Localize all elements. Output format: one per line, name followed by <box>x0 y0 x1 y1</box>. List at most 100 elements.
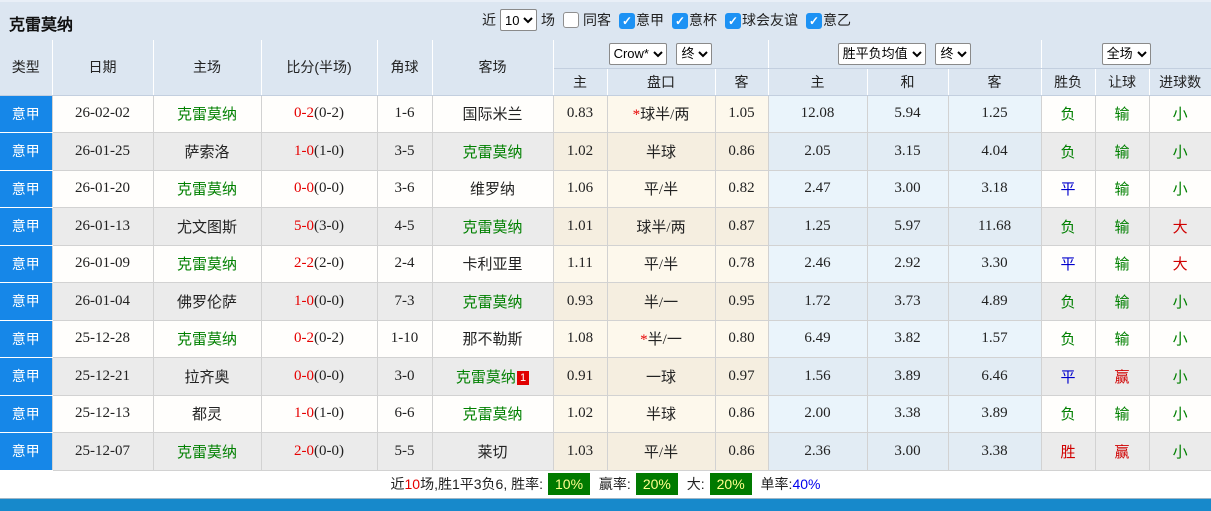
avg-time-select[interactable]: 终 <box>935 42 972 65</box>
cell-score: 2-0(0-0) <box>260 432 378 471</box>
col-home: 主场 <box>153 40 262 96</box>
cell-odds-home: 1.06 <box>552 169 608 208</box>
cell-away-team: 克雷莫纳 1 <box>431 357 554 396</box>
league-checkbox[interactable]: ✓ <box>806 13 822 30</box>
match-row: 意甲 25-12-13 都灵 1-0(1-0) 6-6 克雷莫纳 1.02 半球 0.86 2.0… <box>0 394 1211 433</box>
cell-odds-away: 0.80 <box>714 319 769 358</box>
same-away-checkbox[interactable] <box>563 12 579 28</box>
league-checkbox[interactable]: ✓ <box>672 13 688 30</box>
cell-result: 平 <box>1040 169 1096 208</box>
match-row: 意甲 26-01-09 克雷莫纳 2-2(2-0) 2-4 卡利亚里 1.11 平/半 0.78… <box>0 244 1211 283</box>
cell-away-team: 卡利亚里 <box>431 244 554 283</box>
cell-avg-draw: 2.92 <box>866 244 949 283</box>
league-label: 球会友谊 <box>742 12 798 28</box>
cell-date: 26-02-02 <box>51 94 154 133</box>
cell-odds-away: 0.86 <box>714 432 769 471</box>
cell-away-team: 克雷莫纳 <box>431 132 554 171</box>
cell-avg-away: 3.30 <box>947 244 1042 283</box>
cell-odds-home: 1.01 <box>552 207 608 246</box>
cell-avg-home: 1.72 <box>767 282 868 321</box>
near-label: 近 <box>482 12 496 28</box>
cell-avg-home: 2.05 <box>767 132 868 171</box>
cell-away-team: 国际米兰 <box>431 94 554 133</box>
match-row: 意甲 26-01-04 佛罗伦萨 1-0(0-0) 7-3 克雷莫纳 0.93 半/一 0.95… <box>0 282 1211 321</box>
odds-source-select[interactable]: Crow* <box>608 42 667 65</box>
cell-avg-draw: 3.73 <box>866 282 949 321</box>
cell-result: 负 <box>1040 132 1096 171</box>
subcol-avg-home: 主 <box>768 68 868 96</box>
cell-odds-home: 1.03 <box>552 432 608 471</box>
cell-league: 意甲 <box>0 394 53 433</box>
league-label: 意甲 <box>636 12 664 28</box>
cell-corners: 1-10 <box>376 319 433 358</box>
cell-avg-draw: 3.82 <box>866 319 949 358</box>
avg-type-select[interactable]: 胜平负均值 <box>837 42 926 65</box>
cell-league: 意甲 <box>0 169 53 208</box>
cell-score: 0-0(0-0) <box>260 357 378 396</box>
cell-odds-away: 0.82 <box>714 169 769 208</box>
cell-home-team: 萨索洛 <box>152 132 262 171</box>
cell-result: 胜 <box>1040 432 1096 471</box>
cell-avg-away: 6.46 <box>947 357 1042 396</box>
cell-avg-home: 1.56 <box>767 357 868 396</box>
league-filters: ✓ 意甲 ✓ 意杯 ✓ 球会友谊 ✓ 意乙 <box>611 10 851 30</box>
cell-handicap: *球半/两 <box>606 94 716 133</box>
league-checkbox[interactable]: ✓ <box>619 13 635 30</box>
cell-odds-away: 1.05 <box>714 94 769 133</box>
col-away: 客场 <box>432 40 554 96</box>
league-label: 意乙 <box>823 12 851 28</box>
cell-handicap-result: 输 <box>1094 94 1150 133</box>
cell-corners: 2-4 <box>376 244 433 283</box>
cell-avg-draw: 3.00 <box>866 432 949 471</box>
match-row: 意甲 26-02-02 克雷莫纳 0-2(0-2) 1-6 国际米兰 0.83 *球半/两 1.… <box>0 94 1211 133</box>
subcol-handicap: 盘口 <box>607 68 716 96</box>
cell-odds-away: 0.97 <box>714 357 769 396</box>
cell-corners: 3-0 <box>376 357 433 396</box>
cell-handicap: 平/半 <box>606 244 716 283</box>
odds-group-header: Crow* 终 <box>553 40 769 69</box>
match-row: 意甲 25-12-21 拉齐奥 0-0(0-0) 3-0 克雷莫纳 1 0.91 一球 0.97 1… <box>0 357 1211 396</box>
stats-text: 近 <box>390 475 405 492</box>
cell-avg-home: 12.08 <box>767 94 868 133</box>
cell-avg-draw: 3.38 <box>866 394 949 433</box>
cell-goals: 小 <box>1148 394 1211 433</box>
cell-avg-home: 2.47 <box>767 169 868 208</box>
cell-away-team: 那不勒斯 <box>431 319 554 358</box>
cell-goals: 小 <box>1148 169 1211 208</box>
cell-odds-home: 1.02 <box>552 132 608 171</box>
cell-away-team: 克雷莫纳 <box>431 207 554 246</box>
cell-handicap-result: 输 <box>1094 207 1150 246</box>
cell-score: 2-2(2-0) <box>260 244 378 283</box>
cell-handicap-result: 输 <box>1094 169 1150 208</box>
cell-league: 意甲 <box>0 94 53 133</box>
topbar: 克雷莫纳 近 10 场 同客 ✓ 意甲 ✓ 意杯 ✓ 球会友谊 ✓ 意乙 <box>0 0 1211 40</box>
match-row: 意甲 26-01-13 尤文图斯 5-0(3-0) 4-5 克雷莫纳 1.01 球半/两 0.8… <box>0 207 1211 246</box>
cell-corners: 4-5 <box>376 207 433 246</box>
cell-away-team: 克雷莫纳 <box>431 282 554 321</box>
cell-away-team: 维罗纳 <box>431 169 554 208</box>
cell-score: 1-0(1-0) <box>260 394 378 433</box>
same-away-label: 同客 <box>583 12 611 28</box>
col-score: 比分(半场) <box>261 40 378 96</box>
scope-select[interactable]: 全场 <box>1101 42 1151 65</box>
stats-text: 10 <box>404 475 421 492</box>
cell-league: 意甲 <box>0 207 53 246</box>
cell-result: 平 <box>1040 244 1096 283</box>
cell-goals: 大 <box>1148 207 1211 246</box>
avg-group-header: 胜平负均值 终 <box>768 40 1042 69</box>
match-count-select[interactable]: 10 <box>500 9 537 31</box>
filter-controls: 近 10 场 同客 ✓ 意甲 ✓ 意杯 ✓ 球会友谊 ✓ 意乙 <box>482 9 851 31</box>
col-type: 类型 <box>0 40 53 96</box>
odds-time-select[interactable]: 终 <box>676 42 713 65</box>
cell-handicap-result: 赢 <box>1094 432 1150 471</box>
cell-league: 意甲 <box>0 282 53 321</box>
cell-date: 25-12-13 <box>51 394 154 433</box>
cell-date: 26-01-04 <box>51 282 154 321</box>
league-checkbox[interactable]: ✓ <box>725 13 741 30</box>
cell-result: 平 <box>1040 357 1096 396</box>
cell-avg-home: 2.36 <box>767 432 868 471</box>
cell-avg-home: 1.25 <box>767 207 868 246</box>
cell-avg-away: 4.89 <box>947 282 1042 321</box>
cell-corners: 6-6 <box>376 394 433 433</box>
